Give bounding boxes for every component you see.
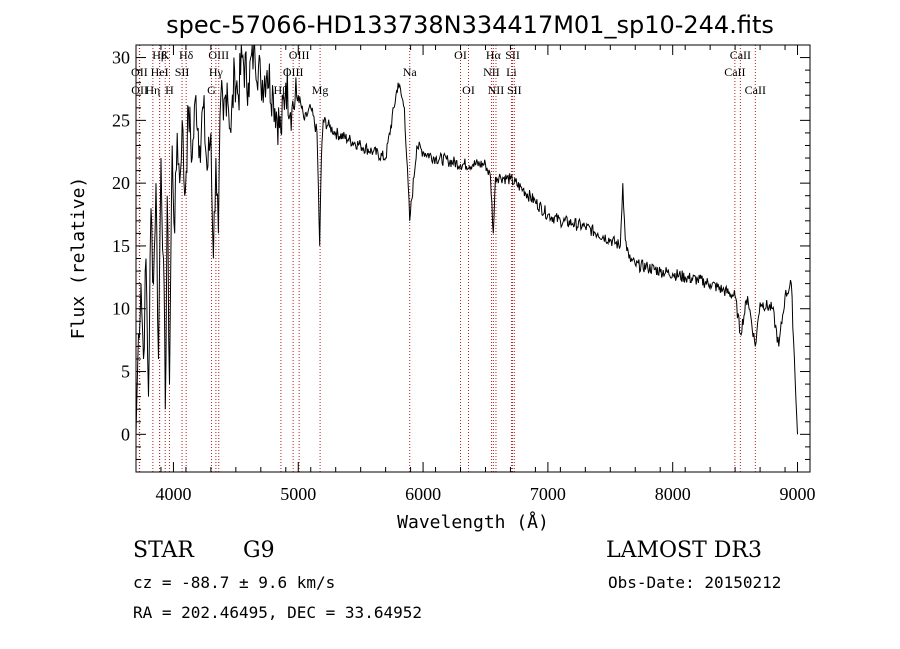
spectral-line-label: K bbox=[161, 48, 170, 62]
spectral-line-label: OIII bbox=[283, 65, 304, 79]
spectral-line-label: SII bbox=[505, 48, 520, 62]
spectral-line-label: Hα bbox=[486, 48, 502, 62]
x-axis: 4000 5000 6000 7000 8000 9000 bbox=[135, 45, 816, 504]
spectral-line-label: Hγ bbox=[209, 65, 224, 79]
y-tick-label: 5 bbox=[121, 362, 130, 382]
spectral-line-label: Hβ bbox=[152, 48, 167, 62]
x-tick-label: 9000 bbox=[780, 484, 816, 504]
spectral-line-label: SII bbox=[175, 65, 190, 79]
y-tick-label: 20 bbox=[112, 173, 130, 193]
plot-frame bbox=[135, 44, 811, 473]
spectral-line-label: Li bbox=[506, 65, 517, 79]
chart-title: spec-57066-HD133738N334417M01_sp10-244.f… bbox=[166, 11, 774, 39]
survey-name: LAMOST DR3 bbox=[606, 538, 762, 563]
spectral-line-label: OII bbox=[131, 65, 148, 79]
spectral-line-label: OII bbox=[131, 83, 148, 97]
y-axis-title: Flux (relative) bbox=[68, 177, 89, 340]
spectral-line-label: Hβ bbox=[274, 83, 289, 97]
spectral-line-label: G bbox=[207, 83, 216, 97]
x-tick-label: 4000 bbox=[155, 484, 191, 504]
y-axis: 0 5 10 15 20 25 30 bbox=[112, 48, 810, 460]
spectral-line-label: OIII bbox=[289, 48, 310, 62]
observation-date: Obs-Date: 20150212 bbox=[608, 573, 782, 592]
spectral-line-label: SII bbox=[507, 83, 522, 97]
spectrum-series bbox=[135, 44, 798, 435]
spectral-line-label: NII bbox=[483, 65, 500, 79]
spectrum-line bbox=[135, 44, 798, 435]
spectral-line-label: OI bbox=[462, 83, 475, 97]
spectral-line-label: NII bbox=[488, 83, 505, 97]
y-tick-label: 25 bbox=[112, 110, 130, 130]
y-tick-label: 30 bbox=[112, 48, 130, 68]
spectral-line-label: H bbox=[165, 83, 174, 97]
y-tick-label: 0 bbox=[121, 424, 130, 444]
spectral-line-label: OIII bbox=[208, 48, 229, 62]
redshift-readout: cz = -88.7 ± 9.6 km/s bbox=[133, 573, 336, 592]
spectral-line-label: CaII bbox=[745, 83, 766, 97]
spectral-line-label: CaII bbox=[724, 65, 745, 79]
spectral-line-label: Hδ bbox=[179, 48, 194, 62]
x-tick-label: 7000 bbox=[530, 484, 566, 504]
coordinates-readout: RA = 202.46495, DEC = 33.64952 bbox=[133, 603, 422, 622]
object-class: STAR bbox=[133, 538, 194, 563]
spectral-line-label: Mg bbox=[312, 83, 329, 97]
spectral-line-label: Hη bbox=[145, 83, 160, 97]
x-tick-label: 6000 bbox=[405, 484, 441, 504]
y-tick-label: 10 bbox=[112, 299, 130, 319]
x-axis-title: Wavelength (Å) bbox=[397, 511, 549, 533]
spectral-line-label: Na bbox=[403, 65, 418, 79]
spectral-line-label: CaII bbox=[730, 48, 751, 62]
object-subclass: G9 bbox=[243, 538, 275, 563]
spectrum-chart: spec-57066-HD133738N334417M01_sp10-244.f… bbox=[68, 11, 816, 533]
spectral-line-label: HeI bbox=[151, 65, 169, 79]
x-tick-label: 8000 bbox=[655, 484, 691, 504]
y-tick-label: 15 bbox=[112, 236, 130, 256]
x-tick-label: 5000 bbox=[280, 484, 316, 504]
spectral-line-markers bbox=[138, 45, 756, 472]
spectral-line-label: OI bbox=[454, 48, 467, 62]
